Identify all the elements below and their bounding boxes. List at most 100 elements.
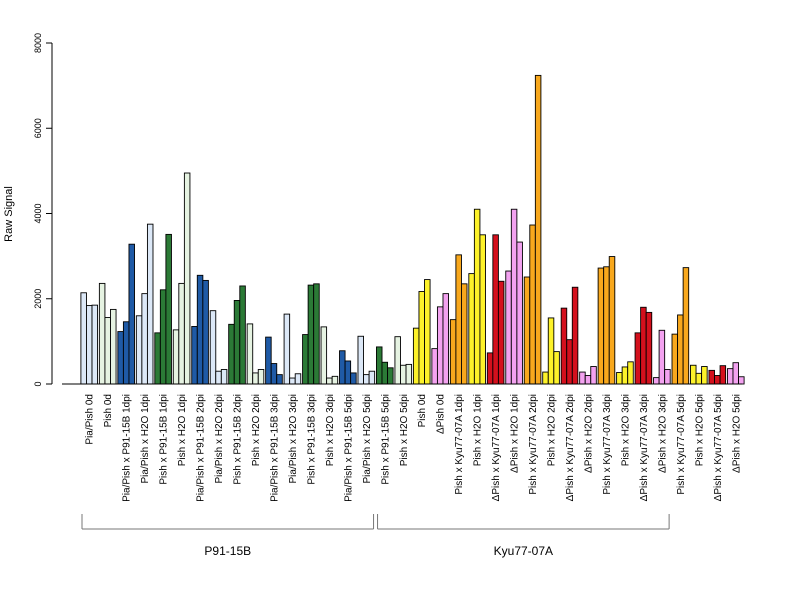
bar (381, 361, 389, 385)
bar (412, 327, 420, 385)
bar (196, 274, 204, 385)
x-tick-label: Pish x H2O 5dpi (399, 394, 410, 466)
y-tick-label: 0 (33, 381, 43, 386)
bar (141, 293, 148, 385)
bar (215, 370, 222, 385)
bar (98, 282, 106, 385)
bar (708, 369, 715, 385)
bar (603, 266, 610, 385)
bar (128, 243, 135, 385)
bar (307, 284, 315, 385)
group-brackets: P91-15B Kyu77-07A (81, 514, 670, 558)
bar (202, 279, 209, 385)
bar (560, 307, 568, 385)
bar (492, 234, 499, 385)
bar (473, 208, 481, 385)
bar (455, 254, 462, 385)
bar (387, 367, 394, 385)
bar (695, 372, 703, 385)
bar (80, 292, 87, 385)
bar (529, 224, 536, 385)
x-tick-label: ΔPish x Kyu77-07A 3dpi (639, 394, 650, 501)
bar (283, 313, 291, 385)
bar (505, 270, 512, 385)
bar (424, 279, 431, 385)
group-label: Kyu77-07A (494, 544, 553, 558)
bar (640, 306, 647, 385)
bar (165, 233, 172, 385)
x-tick-label: Pish x H2O 5dpi (694, 394, 705, 466)
x-tick-label: Pish x P91-15B 1dpi (159, 394, 170, 485)
bar (497, 280, 505, 385)
x-tick-label: ΔPish x H2O 3dpi (657, 394, 668, 473)
bar (350, 372, 357, 385)
bar (320, 326, 328, 385)
bar (110, 308, 117, 385)
x-tick-label: Pia/Pish x H2O 1dpi (140, 394, 151, 484)
bar (257, 369, 265, 385)
bar (431, 348, 438, 385)
y-axis: 0 2000 4000 6000 8000 (33, 33, 53, 387)
bar (523, 276, 531, 385)
y-axis-label: Raw Signal (3, 186, 15, 242)
bar (418, 291, 425, 385)
x-tick-label: Pish x H2O 1dpi (177, 394, 188, 466)
x-tick-label: Pia/Pish x H2O 2dpi (214, 394, 225, 484)
bar (117, 331, 124, 385)
bar (468, 273, 475, 385)
bar (516, 241, 523, 385)
x-tick-labels: Pia/Pish 0d Pish 0d Pia/Pish x P91-15B 1dp… (85, 394, 743, 502)
x-tick-label: ΔPish 0d (436, 394, 447, 434)
bar (368, 370, 376, 385)
bar (344, 360, 352, 385)
bars (80, 74, 745, 385)
bar (91, 304, 99, 385)
bar (104, 317, 111, 385)
bar (534, 74, 542, 385)
bar (294, 373, 302, 385)
bar (621, 366, 629, 385)
bar (159, 289, 167, 385)
bar (719, 365, 727, 385)
bar (209, 310, 217, 385)
bar (566, 339, 573, 385)
bar (331, 375, 339, 385)
bar (400, 364, 407, 385)
x-tick-label: Pia/Pish x P91-15B 3dpi (269, 394, 280, 502)
group-label: P91-15B (204, 544, 251, 558)
bar (154, 332, 161, 385)
x-tick-label: Pish x H2O 1dpi (473, 394, 484, 466)
x-tick-label: ΔPish x Kyu77-07A 5dpi (713, 394, 724, 501)
bar (701, 366, 708, 385)
bar (616, 372, 623, 385)
bar (726, 368, 734, 385)
x-tick-label: ΔPish x Kyu77-07A 1dpi (491, 394, 502, 501)
bar (339, 350, 346, 385)
bar (714, 375, 721, 385)
x-tick-label: Pia/Pish x P91-15B 5dpi (343, 394, 354, 502)
x-tick-label: Pish x P91-15B 5dpi (380, 394, 391, 485)
bar (664, 369, 671, 385)
bar (658, 329, 666, 385)
x-tick-label: Pish x H2O 3dpi (325, 394, 336, 466)
x-tick-label: Pia/Pish x H2O 5dpi (362, 394, 373, 484)
bar (394, 336, 401, 385)
bar (376, 346, 383, 385)
bar (486, 352, 494, 385)
bar (732, 362, 739, 385)
bar (571, 286, 579, 385)
x-tick-label: Pia/Pish x P91-15B 2dpi (196, 394, 207, 502)
bar (270, 363, 278, 385)
x-tick-label: ΔPish x H2O 2dpi (583, 394, 594, 473)
bar (442, 293, 449, 385)
x-tick-label: Pish x P91-15B 2dpi (233, 394, 244, 485)
y-tick-label: 2000 (33, 289, 43, 309)
bar (122, 321, 130, 385)
bar (289, 377, 296, 385)
bar (178, 282, 185, 385)
x-tick-label: Pia/Pish 0d (85, 394, 96, 445)
x-tick-label: Pish x P91-15B 3dpi (306, 394, 317, 485)
bar (690, 364, 697, 385)
bar (363, 374, 370, 385)
bar (579, 371, 586, 385)
